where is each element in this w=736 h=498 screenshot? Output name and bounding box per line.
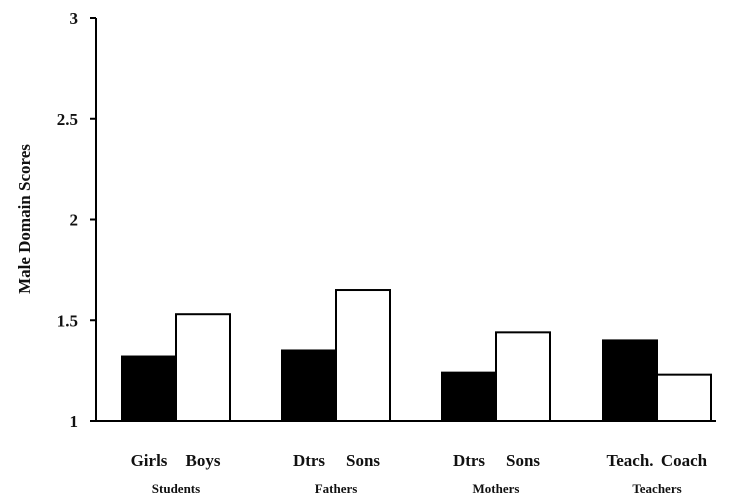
category-label: Girls <box>131 451 168 470</box>
y-tick-label: 1 <box>70 412 79 431</box>
y-tick-label: 2 <box>70 211 79 230</box>
category-label: Teach. <box>606 451 653 470</box>
bar-teachers-teach <box>602 339 658 422</box>
y-axis-ticks: 1 1.5 2 2.5 3 <box>57 9 96 431</box>
category-label: Dtrs <box>293 451 325 470</box>
y-tick-label: 3 <box>70 9 79 28</box>
bar-mothers-sons <box>495 331 551 422</box>
group-label: Students <box>152 481 200 496</box>
category-labels: Girls Boys Dtrs Sons Dtrs Sons Teach. Coach <box>131 451 708 470</box>
y-tick-label: 1.5 <box>57 311 78 330</box>
category-label: Dtrs <box>453 451 485 470</box>
category-label: Boys <box>186 451 221 470</box>
group-labels: Students Fathers Mothers Teachers <box>152 481 682 496</box>
bar-fathers-sons <box>335 289 391 422</box>
category-label: Coach <box>661 451 708 470</box>
y-axis-label: Male Domain Scores <box>15 144 34 294</box>
group-label: Fathers <box>315 481 358 496</box>
y-tick-label: 2.5 <box>57 110 78 129</box>
category-label: Sons <box>506 451 540 470</box>
bar-fathers-dtrs <box>281 349 337 423</box>
bar-mothers-dtrs <box>441 371 497 423</box>
group-label: Teachers <box>632 481 681 496</box>
category-label: Sons <box>346 451 380 470</box>
bar-students-girls <box>121 355 177 422</box>
bar-students-boys <box>175 313 231 422</box>
group-label: Mothers <box>473 481 520 496</box>
chart-bars <box>121 289 712 423</box>
bar-teachers-coach <box>656 373 712 422</box>
